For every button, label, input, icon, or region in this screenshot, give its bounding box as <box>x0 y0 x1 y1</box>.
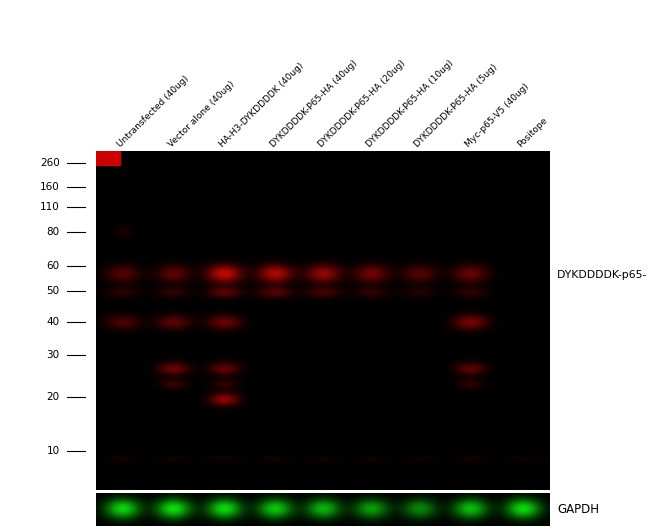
Text: 40: 40 <box>47 317 60 327</box>
Text: 60: 60 <box>47 261 60 271</box>
Text: 110: 110 <box>40 203 60 213</box>
Text: DYKDDDDK-P65-HA (10ug): DYKDDDDK-P65-HA (10ug) <box>365 59 455 149</box>
Text: Vector alone (40ug): Vector alone (40ug) <box>167 79 237 149</box>
Text: DYKDDDDK-p65- ~ 65 kDa: DYKDDDDK-p65- ~ 65 kDa <box>557 270 650 280</box>
Text: GAPDH: GAPDH <box>557 503 599 516</box>
Text: DYKDDDDK-P65-HA (5ug): DYKDDDDK-P65-HA (5ug) <box>412 62 499 149</box>
Text: Positope: Positope <box>515 116 549 149</box>
Text: Myc-p65-V5 (40ug): Myc-p65-V5 (40ug) <box>463 82 530 149</box>
Text: 30: 30 <box>47 350 60 360</box>
Bar <box>96 151 120 165</box>
Text: HA-H3-DYKDDDDK (40ug): HA-H3-DYKDDDDK (40ug) <box>218 61 306 149</box>
Text: 10: 10 <box>47 445 60 455</box>
Text: 20: 20 <box>47 392 60 402</box>
Text: 80: 80 <box>47 226 60 236</box>
Text: 260: 260 <box>40 158 60 168</box>
Text: 50: 50 <box>47 286 60 296</box>
Text: 160: 160 <box>40 182 60 192</box>
Text: DYKDDDDK-P65-HA (20ug): DYKDDDDK-P65-HA (20ug) <box>317 59 407 149</box>
Text: Untransfected (40ug): Untransfected (40ug) <box>116 74 191 149</box>
Text: DYKDDDDK-P65-HA (40ug): DYKDDDDK-P65-HA (40ug) <box>268 59 359 149</box>
